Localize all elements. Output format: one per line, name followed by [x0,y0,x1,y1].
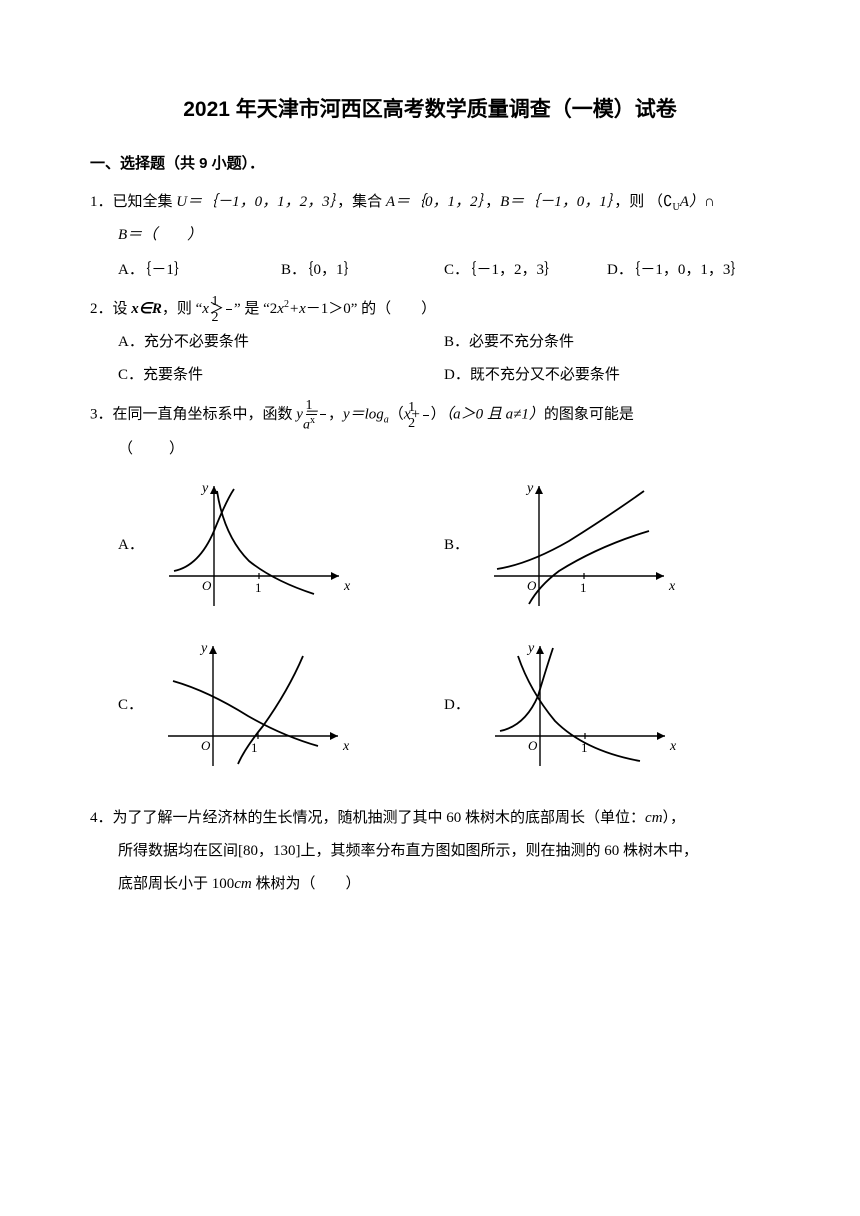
q3-frac1: 1ax [320,398,326,432]
a: a [303,417,310,432]
q2-option-d[interactable]: D．既不充分又不必要条件 [444,359,770,392]
q1-a: A＝｛0，1，2｝ [386,194,485,210]
q1-option-a[interactable]: A．｛－1｝ [118,254,281,287]
frac-num: 1 [423,400,429,416]
question-2: 2．设 x∈R，则 “x＞12” 是 “2x2+x－1＞0” 的（ ） A．充分… [90,293,770,392]
origin-label: O [202,578,212,593]
axis-x-label: x [668,579,676,594]
section-heading: 一、选择题（共 9 小题）． [90,150,770,179]
q1-u: U＝｛－1，0，1，2，3｝ [176,194,337,210]
q1-text: ，则 （∁ [614,194,672,210]
q4-cm: cm [645,810,663,826]
q3-cond: （a＞0 且 a≠1） [446,407,544,423]
q1-option-c[interactable]: C．｛－1，2，3｝ [444,254,607,287]
q2-text: －1＞0” 的（ ） [306,301,436,317]
q1-option-d[interactable]: D．｛－1，0，1，3｝ [607,254,770,287]
q2-frac-half: 12 [226,294,232,326]
q3-option-d[interactable]: D． x y O 1 [444,636,770,776]
origin-label: O [201,738,211,753]
q3-option-c[interactable]: C． x y O 1 [118,636,444,776]
question-4: 4．为了了解一片经济林的生长情况，随机抽测了其中 60 株树木的底部周长（单位：… [90,802,770,901]
q1-text: ，集合 [337,194,386,210]
q1-text: 已知全集 [113,194,177,210]
q1-line2: B＝（ ） [118,227,202,243]
frac-num: 1 [320,398,326,414]
q3-graph-options: A． x y O 1 B． x [90,476,770,796]
q2-option-c[interactable]: C．充要条件 [118,359,444,392]
axis-x-label: x [343,579,351,594]
q3-letter-a: A． [118,529,144,562]
axis-y-label: y [525,481,534,496]
tick-1-label: 1 [255,580,262,595]
exam-title: 2021 年天津市河西区高考数学质量调查（一模）试卷 [90,90,770,130]
q2-x: x [202,301,209,317]
graph-c-svg: x y O 1 [153,636,353,776]
graph-b-svg: x y O 1 [479,476,679,616]
q2-plusx: +x [289,301,306,317]
q3-number: 3． [90,407,113,423]
q3-option-b[interactable]: B． x y O 1 [444,476,770,616]
q3-frac2: 12 [423,400,429,432]
q4-cm2: cm [234,876,252,892]
axis-x-label: x [669,739,677,754]
q2-option-b[interactable]: B．必要不充分条件 [444,326,770,359]
graph-a-svg: x y O 1 [154,476,354,616]
sup-x: x [310,415,315,426]
q1-b: B＝｛－1，0，1｝ [500,194,614,210]
origin-label: O [528,738,538,753]
frac-den: 2 [423,416,429,431]
tick-1-label: 1 [251,740,258,755]
q3-option-a[interactable]: A． x y O 1 [118,476,444,616]
q2-option-a[interactable]: A．充分不必要条件 [118,326,444,359]
graph-d-svg: x y O 1 [480,636,680,776]
q2-number: 2． [90,301,113,317]
q3-yeq2: y＝log [343,407,384,423]
q3-parenr: ） [431,407,446,423]
q2-text: ，则 “ [162,301,202,317]
origin-label: O [527,578,537,593]
q2-text: 设 [113,301,132,317]
frac-den: ax [320,415,326,433]
axis-x-label: x [342,739,350,754]
q2-options-row1: A．充分不必要条件 B．必要不充分条件 [90,326,770,359]
q4-line3b: 株树为（ ） [252,876,361,892]
q3-letter-b: B． [444,529,469,562]
q3-parenl: （ [389,407,404,423]
q3-text: 在同一直角坐标系中，函数 [113,407,297,423]
q1-sub-u: U [673,202,680,213]
q4-line2: 所得数据均在区间[80，130]上，其频率分布直方图如图所示，则在抽测的 60 … [90,835,770,868]
frac-num: 1 [226,294,232,310]
q3-letter-d: D． [444,689,470,722]
q2-text: ” 是 “2 [234,301,277,317]
q1-options: A．｛－1｝ B．｛0，1｝ C．｛－1，2，3｝ D．｛－1，0，1，3｝ [90,254,770,287]
q2-xinr: x∈R [131,301,162,317]
q2-options-row2: C．充要条件 D．既不充分又不必要条件 [90,359,770,392]
q3-text: 的图象可能是 [544,407,634,423]
question-3: 3．在同一直角坐标系中，函数 y＝1ax，y＝loga（x+12）（a＞0 且 … [90,398,770,795]
q2-x2: x [277,301,284,317]
q1-option-b[interactable]: B．｛0，1｝ [281,254,444,287]
axis-y-label: y [200,481,209,496]
frac-den: 2 [226,310,232,325]
q4-line3a: 底部周长小于 100 [118,876,234,892]
tick-1-label: 1 [580,580,587,595]
q3-line2: （ ） [90,433,770,466]
q1-text: A）∩ [680,194,715,210]
q4-line1-end: ）， [663,810,686,826]
question-1: 1．已知全集 U＝｛－1，0，1，2，3｝，集合 A＝｛0，1，2｝，B＝｛－1… [90,186,770,287]
axis-y-label: y [199,641,208,656]
axis-y-label: y [526,641,535,656]
q4-line1: 为了了解一片经济林的生长情况，随机抽测了其中 60 株树木的底部周长（单位： [113,810,646,826]
q1-text: ， [485,194,500,210]
q1-number: 1． [90,194,113,210]
q4-number: 4． [90,810,113,826]
q3-letter-c: C． [118,689,143,722]
q3-comma: ， [328,407,343,423]
